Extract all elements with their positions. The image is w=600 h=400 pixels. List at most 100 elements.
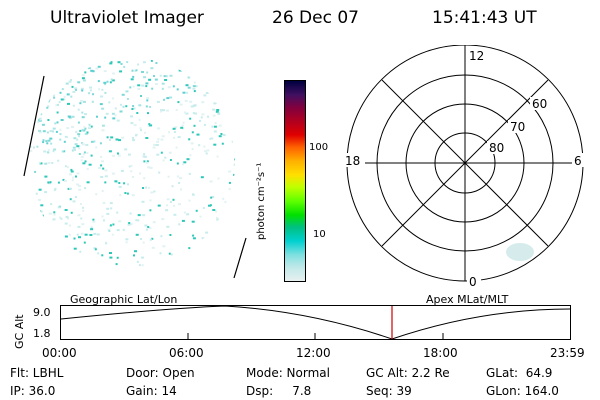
image-pixel (190, 105, 194, 108)
image-pixel (115, 181, 118, 184)
image-pixel (111, 112, 115, 115)
image-pixel (61, 59, 65, 62)
image-pixel (142, 187, 144, 189)
image-pixel (106, 212, 110, 215)
image-pixel (192, 59, 195, 62)
image-pixel (137, 219, 140, 222)
image-pixel (145, 137, 149, 139)
image-pixel (143, 76, 147, 79)
image-pixel (47, 161, 51, 164)
image-pixel (67, 102, 70, 105)
image-pixel (150, 191, 154, 194)
gc-alt-timeline (60, 305, 571, 340)
image-pixel (156, 140, 160, 143)
image-pixel (200, 116, 203, 119)
image-pixel (167, 60, 171, 63)
image-pixel (82, 129, 86, 132)
image-pixel (184, 99, 188, 102)
image-pixel (194, 112, 198, 115)
image-pixel (182, 121, 185, 124)
image-pixel (37, 120, 40, 123)
image-pixel (160, 110, 162, 113)
instrument-title: Ultraviolet Imager (50, 8, 204, 28)
image-pixel (179, 177, 183, 180)
image-pixel (41, 123, 45, 126)
image-pixel (40, 238, 43, 240)
image-pixel (215, 110, 219, 113)
image-pixel (39, 162, 43, 165)
image-pixel (133, 124, 137, 127)
image-pixel (184, 111, 187, 114)
image-pixel (81, 142, 84, 144)
image-pixel (240, 169, 242, 171)
image-pixel (29, 188, 31, 191)
image-pixel (76, 138, 79, 141)
image-pixel (126, 192, 129, 195)
image-pixel (203, 70, 206, 73)
image-pixel (167, 175, 170, 178)
image-pixel (203, 145, 206, 148)
image-pixel (153, 190, 156, 193)
image-pixel (62, 75, 66, 78)
image-pixel (173, 62, 176, 65)
image-pixel (132, 105, 135, 107)
image-pixel (202, 83, 205, 86)
image-pixel (107, 228, 111, 231)
image-pixel (155, 62, 158, 64)
image-pixel (57, 159, 60, 162)
image-pixel (142, 214, 146, 217)
image-pixel (140, 238, 142, 240)
image-pixel (188, 268, 190, 270)
image-pixel (77, 61, 80, 64)
image-pixel (52, 218, 56, 221)
image-pixel (125, 105, 128, 108)
image-pixel (172, 204, 175, 207)
image-pixel (40, 100, 43, 103)
image-pixel (234, 259, 235, 262)
image-pixel (71, 85, 74, 88)
image-pixel (131, 194, 135, 197)
image-pixel (31, 111, 34, 114)
image-pixel (202, 249, 205, 252)
color-scale-bar (284, 80, 306, 282)
image-pixel (135, 219, 138, 222)
image-pixel (82, 206, 85, 209)
image-pixel (63, 180, 67, 182)
image-pixel (143, 153, 146, 155)
image-pixel (123, 65, 126, 68)
image-pixel (49, 181, 52, 184)
image-pixel (61, 88, 64, 91)
image-pixel (169, 201, 172, 203)
image-pixel (199, 70, 203, 73)
image-pixel (234, 150, 235, 153)
image-pixel (90, 125, 93, 128)
image-pixel (128, 222, 131, 224)
image-pixel (205, 231, 209, 234)
image-pixel (139, 127, 142, 130)
mlt-label-18: 18 (345, 154, 360, 168)
image-pixel (159, 74, 162, 77)
image-pixel (189, 154, 192, 157)
image-pixel (141, 71, 144, 73)
image-pixel (192, 234, 195, 237)
image-pixel (89, 234, 93, 236)
image-pixel (191, 148, 194, 151)
image-pixel (73, 237, 76, 240)
image-pixel (74, 196, 77, 198)
image-pixel (69, 187, 72, 190)
image-pixel (189, 61, 193, 64)
image-pixel (165, 109, 169, 112)
image-pixel (109, 81, 112, 84)
image-pixel (169, 58, 171, 59)
image-pixel (166, 204, 169, 207)
image-pixel (98, 88, 101, 91)
image-pixel (188, 172, 191, 175)
image-pixel (220, 133, 223, 135)
image-pixel (29, 123, 32, 126)
image-pixel (156, 100, 160, 103)
image-pixel (141, 256, 145, 259)
image-pixel (230, 232, 234, 235)
image-pixel (176, 262, 178, 265)
image-pixel (111, 154, 115, 157)
image-pixel (89, 86, 93, 89)
